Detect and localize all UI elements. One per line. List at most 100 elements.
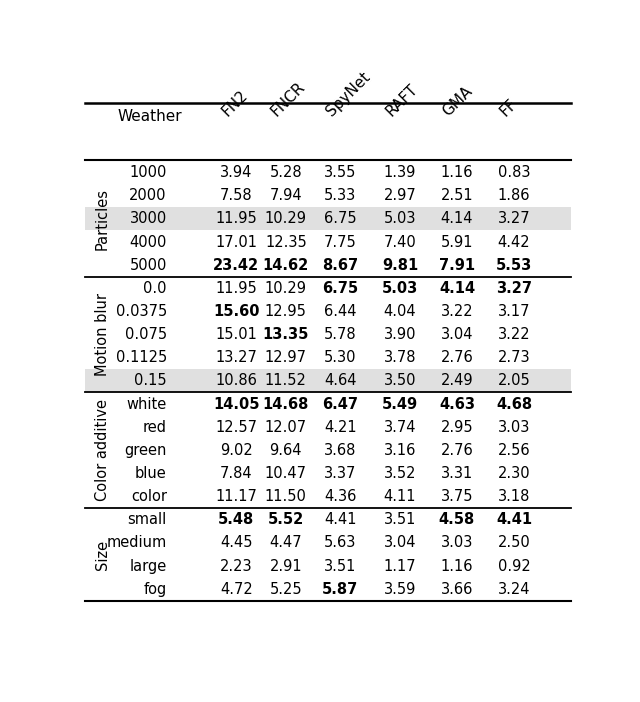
Text: 10.86: 10.86 <box>215 373 257 388</box>
Text: Motion blur: Motion blur <box>95 293 110 376</box>
Text: large: large <box>129 559 167 574</box>
Text: 3000: 3000 <box>129 211 167 226</box>
Text: FN2: FN2 <box>219 88 250 119</box>
Text: 0.1125: 0.1125 <box>116 350 167 365</box>
Text: 4.14: 4.14 <box>441 211 473 226</box>
Text: 4.11: 4.11 <box>383 489 416 504</box>
Bar <box>85 369 571 392</box>
Text: small: small <box>127 512 167 527</box>
Text: Size: Size <box>95 539 110 569</box>
Text: 14.68: 14.68 <box>262 397 309 411</box>
Text: color: color <box>131 489 167 504</box>
Text: 6.47: 6.47 <box>323 397 358 411</box>
Text: 4.63: 4.63 <box>439 397 475 411</box>
Text: 11.17: 11.17 <box>215 489 257 504</box>
Text: 11.50: 11.50 <box>265 489 307 504</box>
Text: 4.47: 4.47 <box>269 536 302 550</box>
Text: 5.48: 5.48 <box>218 512 254 527</box>
Text: 10.29: 10.29 <box>265 281 307 296</box>
Text: Particles: Particles <box>95 188 110 250</box>
Text: 3.78: 3.78 <box>383 350 416 365</box>
Text: 2.49: 2.49 <box>441 373 473 388</box>
Text: 2.97: 2.97 <box>383 188 416 203</box>
Text: 3.51: 3.51 <box>384 512 416 527</box>
Text: 2.51: 2.51 <box>441 188 473 203</box>
Text: 3.24: 3.24 <box>498 582 531 597</box>
Text: 1.16: 1.16 <box>441 559 473 574</box>
Text: 7.94: 7.94 <box>269 188 302 203</box>
Text: 0.0: 0.0 <box>143 281 167 296</box>
Text: 3.94: 3.94 <box>220 165 252 180</box>
Text: 1.16: 1.16 <box>441 165 473 180</box>
Text: 7.58: 7.58 <box>220 188 253 203</box>
Text: 3.66: 3.66 <box>441 582 473 597</box>
Text: 2.30: 2.30 <box>498 466 531 481</box>
Text: 3.74: 3.74 <box>383 420 416 435</box>
Text: 2.23: 2.23 <box>220 559 253 574</box>
Text: 2.95: 2.95 <box>441 420 473 435</box>
Text: 3.27: 3.27 <box>498 211 531 226</box>
Text: 11.52: 11.52 <box>265 373 307 388</box>
Text: 11.95: 11.95 <box>216 281 257 296</box>
Text: 3.03: 3.03 <box>498 420 530 435</box>
Text: 6.44: 6.44 <box>324 304 356 319</box>
Text: 1.86: 1.86 <box>498 188 531 203</box>
Text: 4.68: 4.68 <box>496 397 532 411</box>
Text: 3.04: 3.04 <box>441 327 473 342</box>
Text: 7.84: 7.84 <box>220 466 253 481</box>
Text: 5.03: 5.03 <box>383 211 416 226</box>
Text: 5.63: 5.63 <box>324 536 356 550</box>
Text: 12.95: 12.95 <box>265 304 307 319</box>
Text: fog: fog <box>143 582 167 597</box>
Text: 5.25: 5.25 <box>269 582 302 597</box>
Text: 5.91: 5.91 <box>441 234 473 249</box>
Text: 5.53: 5.53 <box>496 258 532 272</box>
Text: 3.27: 3.27 <box>496 281 532 296</box>
Text: 10.47: 10.47 <box>265 466 307 481</box>
Text: 5.49: 5.49 <box>382 397 418 411</box>
Text: 13.27: 13.27 <box>215 350 257 365</box>
Text: 5.52: 5.52 <box>268 512 304 527</box>
Text: 2.76: 2.76 <box>440 443 474 458</box>
Text: FF: FF <box>497 96 520 119</box>
Text: 9.64: 9.64 <box>269 443 302 458</box>
Text: 4.42: 4.42 <box>498 234 531 249</box>
Text: SpyNet: SpyNet <box>323 69 373 119</box>
Text: 2.73: 2.73 <box>498 350 531 365</box>
Text: 0.15: 0.15 <box>134 373 167 388</box>
Text: 1.39: 1.39 <box>384 165 416 180</box>
Text: 2.50: 2.50 <box>498 536 531 550</box>
Bar <box>85 207 571 230</box>
Text: 3.03: 3.03 <box>441 536 473 550</box>
Text: 8.67: 8.67 <box>323 258 358 272</box>
Text: 12.07: 12.07 <box>265 420 307 435</box>
Text: 2.91: 2.91 <box>269 559 302 574</box>
Text: 7.40: 7.40 <box>383 234 416 249</box>
Text: 15.01: 15.01 <box>215 327 257 342</box>
Text: 15.60: 15.60 <box>213 304 259 319</box>
Text: 3.68: 3.68 <box>324 443 356 458</box>
Text: 3.90: 3.90 <box>383 327 416 342</box>
Text: Color additive: Color additive <box>95 399 110 501</box>
Text: 4.64: 4.64 <box>324 373 356 388</box>
Text: 3.31: 3.31 <box>441 466 473 481</box>
Text: 0.0375: 0.0375 <box>116 304 167 319</box>
Text: Weather: Weather <box>117 109 182 124</box>
Text: 11.95: 11.95 <box>216 211 257 226</box>
Text: 5.03: 5.03 <box>382 281 418 296</box>
Text: 2.05: 2.05 <box>498 373 531 388</box>
Text: GMA: GMA <box>440 84 476 119</box>
Text: 3.18: 3.18 <box>498 489 530 504</box>
Text: 12.35: 12.35 <box>265 234 307 249</box>
Text: 4.45: 4.45 <box>220 536 253 550</box>
Text: 6.75: 6.75 <box>323 281 358 296</box>
Text: 4.72: 4.72 <box>220 582 253 597</box>
Text: 3.59: 3.59 <box>384 582 416 597</box>
Text: 0.075: 0.075 <box>125 327 167 342</box>
Text: 3.55: 3.55 <box>324 165 356 180</box>
Text: 5.78: 5.78 <box>324 327 356 342</box>
Text: 4.21: 4.21 <box>324 420 356 435</box>
Text: 13.35: 13.35 <box>262 327 309 342</box>
Text: 3.04: 3.04 <box>383 536 416 550</box>
Text: 2.76: 2.76 <box>440 350 474 365</box>
